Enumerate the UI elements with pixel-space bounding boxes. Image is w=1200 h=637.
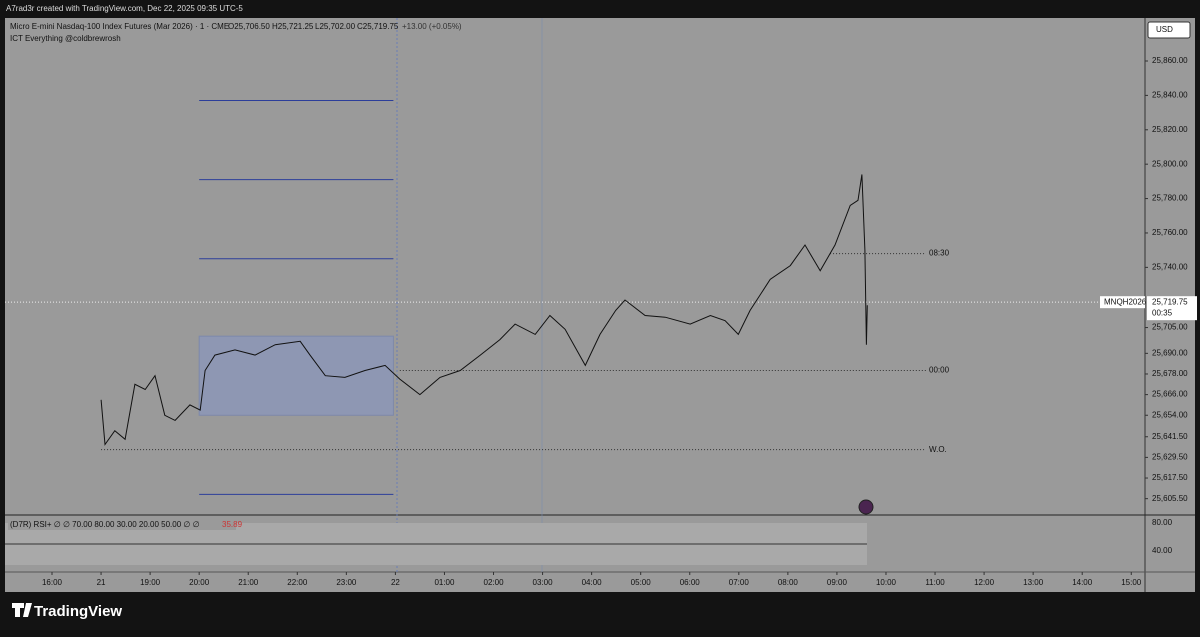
rsi-tick: 40.00 bbox=[1152, 546, 1173, 555]
y-tick-label: 25,629.50 bbox=[1152, 452, 1188, 461]
x-tick-label: 06:00 bbox=[680, 578, 701, 587]
y-tick-label: 25,617.50 bbox=[1152, 473, 1188, 482]
level-label-bg bbox=[926, 444, 950, 455]
legend-close: C25,719.75 bbox=[357, 22, 399, 31]
rsi-last: 35.89 bbox=[222, 520, 243, 529]
y-tick-label: 25,780.00 bbox=[1152, 194, 1188, 203]
y-tick-label: 25,860.00 bbox=[1152, 56, 1188, 65]
x-tick-label: 12:00 bbox=[974, 578, 995, 587]
x-tick-label: 15:00 bbox=[1121, 578, 1142, 587]
x-tick-label: 13:00 bbox=[1023, 578, 1044, 587]
y-tick-label: 25,654.00 bbox=[1152, 410, 1188, 419]
x-tick-label: 19:00 bbox=[140, 578, 161, 587]
y-tick-label: 25,666.00 bbox=[1152, 390, 1188, 399]
rsi-title-bg bbox=[8, 520, 236, 530]
x-tick-label: 23:00 bbox=[336, 578, 357, 587]
rsi-title: (D7R) RSI+ ∅ ∅ 70.00 80.00 30.00 20.00 5… bbox=[10, 520, 200, 529]
range-box bbox=[198, 335, 394, 416]
currency[interactable]: USD bbox=[1156, 25, 1173, 34]
y-tick-label: 25,678.00 bbox=[1152, 369, 1188, 378]
x-tick-label: 20:00 bbox=[189, 578, 210, 587]
brand: TradingView bbox=[34, 603, 122, 620]
legend-symbol: Micro E-mini Nasdaq-100 Index Futures (M… bbox=[10, 22, 229, 31]
x-tick-label: 04:00 bbox=[582, 578, 603, 587]
level-label-bg bbox=[926, 365, 950, 376]
legend-high: H25,721.25 bbox=[272, 22, 314, 31]
level-label: 08:30 bbox=[929, 249, 950, 258]
x-tick-label: 16:00 bbox=[42, 578, 63, 587]
currency-button[interactable] bbox=[1147, 21, 1191, 39]
indicator-name: ICT Everything @coldbrewrosh bbox=[10, 34, 121, 43]
x-tick-label: 10:00 bbox=[876, 578, 897, 587]
symbol-tag: MNQH2026 bbox=[1104, 297, 1147, 306]
chart-frame bbox=[5, 18, 1195, 592]
y-tick-label: 25,705.00 bbox=[1152, 323, 1188, 332]
legend-change: +13.00 (+0.05%) bbox=[402, 22, 462, 31]
level-label: W.O. bbox=[929, 445, 947, 454]
y-tick-label: 25,605.50 bbox=[1152, 494, 1188, 503]
alert-icon[interactable] bbox=[858, 499, 874, 515]
logo bbox=[12, 603, 32, 617]
y-tick-label: 25,820.00 bbox=[1152, 125, 1188, 134]
x-tick-label: 21 bbox=[97, 578, 106, 587]
caption: A7rad3r created with TradingView.com, De… bbox=[6, 4, 243, 13]
level-label-bg bbox=[926, 248, 950, 259]
x-tick-label: 03:00 bbox=[533, 578, 554, 587]
x-tick-label: 14:00 bbox=[1072, 578, 1093, 587]
y-tick-label: 25,840.00 bbox=[1152, 90, 1188, 99]
rsi-tick: 80.00 bbox=[1152, 518, 1173, 527]
symbol-tag-bg bbox=[1100, 296, 1145, 309]
x-tick-label: 11:00 bbox=[925, 578, 945, 587]
last-price: 25,719.75 bbox=[1152, 297, 1188, 306]
x-tick-label: 22:00 bbox=[287, 578, 308, 587]
y-tick-label: 25,641.50 bbox=[1152, 432, 1188, 441]
countdown: 00:35 bbox=[1152, 308, 1173, 317]
level-label: 00:00 bbox=[929, 366, 950, 375]
y-tick-label: 25,740.00 bbox=[1152, 262, 1188, 271]
x-tick-label: 08:00 bbox=[778, 578, 799, 587]
price-line bbox=[100, 174, 868, 446]
y-tick-label: 25,690.00 bbox=[1152, 348, 1188, 357]
last-price-bg bbox=[1147, 296, 1197, 321]
x-tick-label: 09:00 bbox=[827, 578, 848, 587]
x-tick-label: 07:00 bbox=[729, 578, 750, 587]
x-tick-label: 22 bbox=[391, 578, 400, 587]
y-tick-label: 25,800.00 bbox=[1152, 159, 1188, 168]
legend-open: O25,706.50 bbox=[228, 22, 270, 31]
x-tick-label: 02:00 bbox=[484, 578, 505, 587]
y-tick-label: 25,760.00 bbox=[1152, 228, 1188, 237]
x-tick-label: 21:00 bbox=[238, 578, 259, 587]
x-tick-label: 01:00 bbox=[434, 578, 455, 587]
legend-low: L25,702.00 bbox=[315, 22, 356, 31]
x-tick-label: 05:00 bbox=[631, 578, 652, 587]
